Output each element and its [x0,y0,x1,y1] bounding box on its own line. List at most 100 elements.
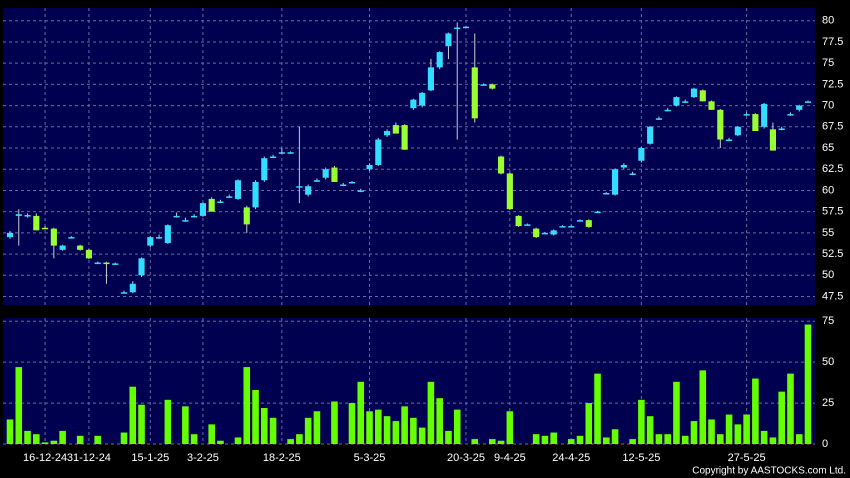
candle-body [454,27,461,30]
candle-body [68,237,75,239]
volume-bar [41,442,49,444]
volume-bar [576,435,584,444]
volume-bar [594,373,601,444]
volume-bar [59,430,66,444]
candle-body [717,109,724,140]
candle-body [226,196,233,198]
volume-bar [585,403,593,444]
volume-bar [129,386,137,444]
candle-body [33,215,40,231]
volume-bar [287,439,294,444]
candle-body [419,92,426,106]
price-panel [3,8,815,305]
volume-bar [76,435,84,444]
candle-body [392,125,399,134]
volume-bar [752,378,759,444]
candle-body [629,173,636,175]
candle-body [6,232,14,238]
candle-body [690,88,698,98]
candle-body [42,227,49,230]
candle-body [410,99,417,109]
candle-body [594,211,601,214]
candle-body [761,103,768,127]
y-tick-label: 72.5 [822,78,843,90]
volume-bar [15,367,23,444]
candle-body [348,181,356,184]
x-tick-label: 24-4-25 [552,452,590,464]
candle-body [541,232,548,235]
candle-body [708,101,715,110]
volume-bar [690,421,698,444]
candle-body [270,156,277,158]
candle-body [340,184,347,187]
volume-bar [471,439,479,444]
y-tick-label: 62.5 [822,163,843,175]
volume-tick-label: 50 [822,356,834,368]
candle-body [199,203,206,216]
candle-body [743,114,750,116]
y-tick-label: 52.5 [822,248,843,260]
candle-body [647,126,654,144]
volume-bar [217,440,224,444]
volume-bar [699,370,707,444]
candle-body [489,84,496,89]
volume-bar [304,417,312,444]
candle-body [322,169,329,178]
candle-body [313,180,320,182]
candle-body [612,169,619,195]
candle-body [217,201,224,203]
x-tick-label: 31-12-24 [67,452,111,464]
candle-body [138,258,145,276]
candle-body [726,139,733,142]
candle-body [357,190,364,192]
candle-body [252,181,259,208]
volume-bar [778,391,785,444]
candle-body [436,52,443,68]
volume-bar [410,417,417,444]
candle-body [471,67,478,119]
volume-bar [655,434,663,444]
candle-body [620,164,627,168]
y-tick-label: 47.5 [822,290,843,302]
volume-bar [427,381,435,444]
volume-bar [94,435,101,444]
candle-body [427,67,434,91]
volume-bar [567,439,575,444]
volume-bar [532,434,540,444]
volume-bar [664,434,671,444]
volume-bar [208,424,215,444]
volume-bar [296,434,303,444]
volume-bar [366,411,373,444]
y-tick-label: 67.5 [822,121,843,133]
volume-bar [234,437,242,444]
volume-bar [33,434,40,444]
candle-body [261,158,268,181]
y-tick-label: 65 [822,142,834,154]
volume-bar [734,424,742,444]
volume-bar [164,399,172,444]
volume-bar [673,381,680,444]
volume-bar [418,427,426,444]
volume-bar [120,432,128,444]
candle-body [787,114,794,116]
candle-body [191,215,198,218]
volume-bar [760,430,768,444]
candle-body [147,237,154,246]
y-tick-label: 55 [822,227,834,239]
candle-body [94,262,101,265]
x-tick-label: 16-12-24 [23,452,67,464]
candle-body [734,126,741,136]
volume-bar [646,416,654,444]
volume-tick-label: 0 [822,438,828,450]
volume-bar [182,406,189,444]
candle-body [120,292,128,294]
candle-body [778,128,785,130]
volume-bar [50,440,58,444]
candle-body [462,26,470,29]
volume-bar [401,406,408,444]
candle-body [164,225,171,244]
volume-bar [261,408,268,444]
candle-body [515,215,522,227]
volume-bar [725,414,733,444]
y-tick-label: 57.5 [822,206,843,218]
